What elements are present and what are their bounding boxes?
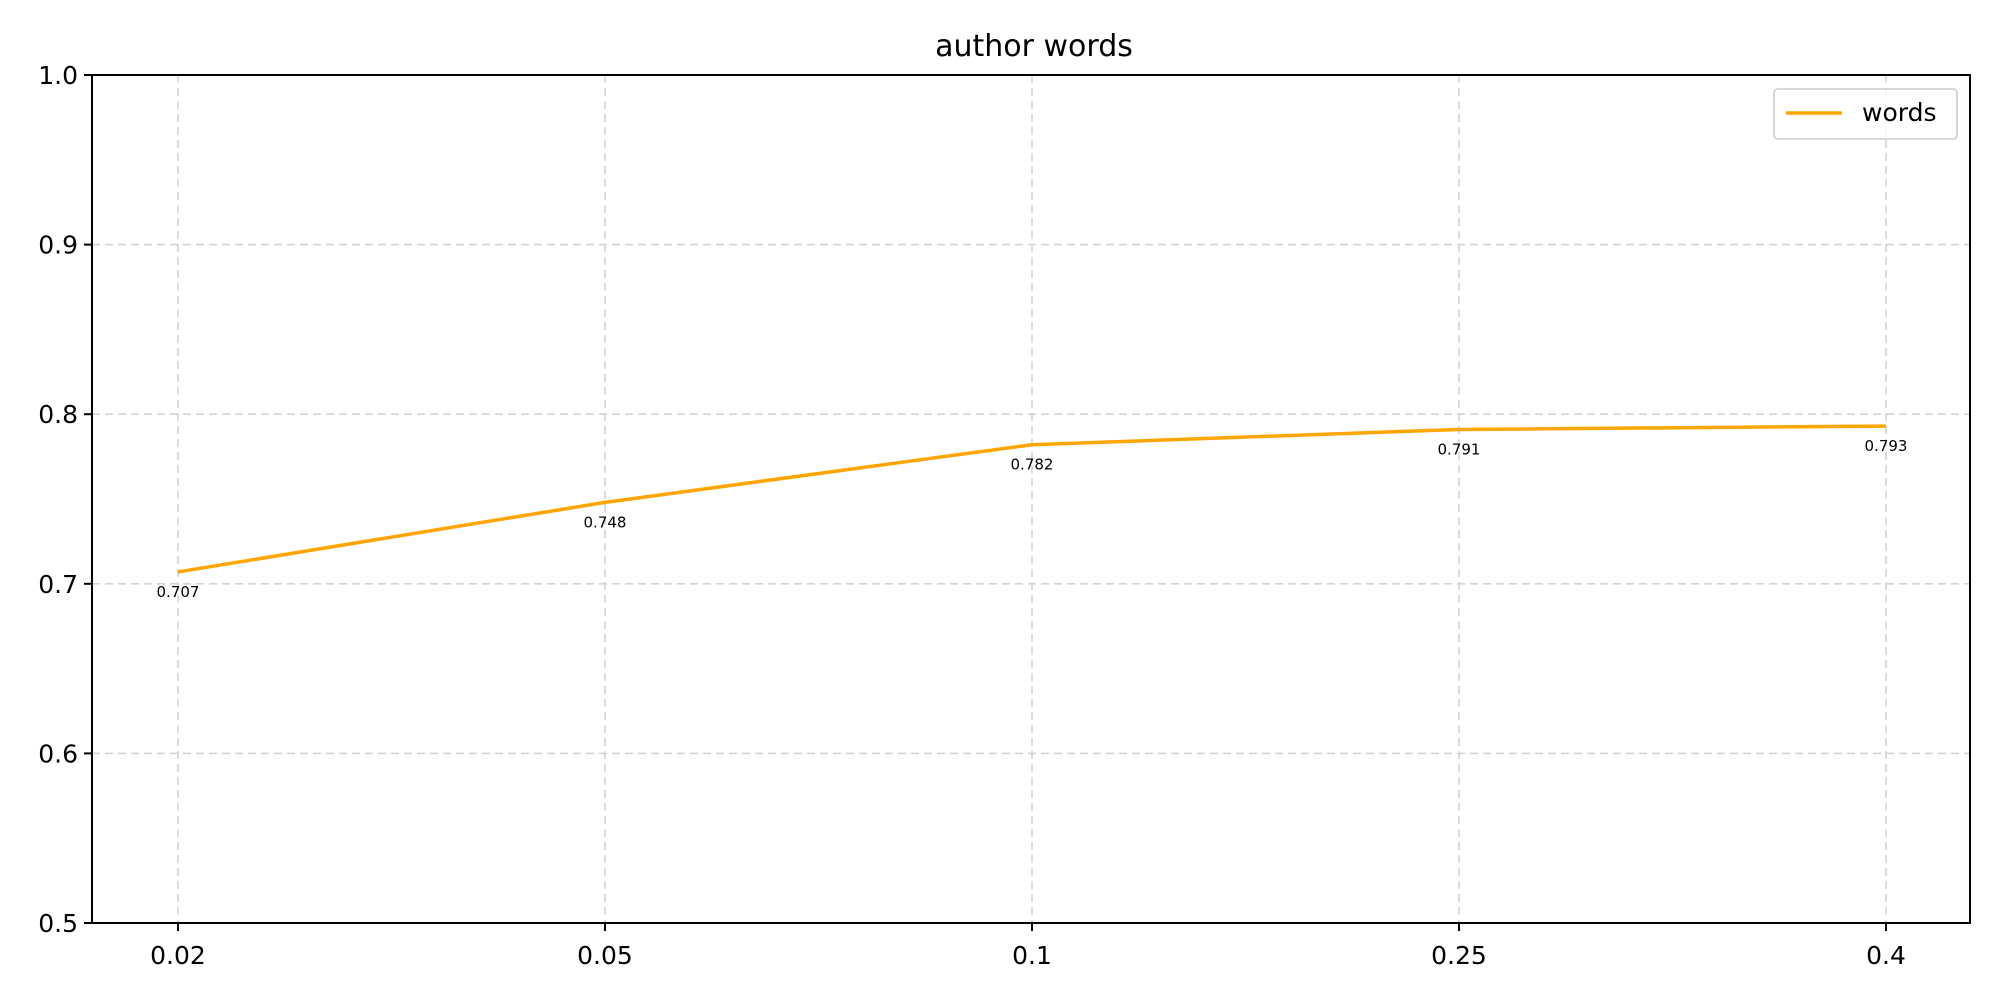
x-tick-label: 0.05	[577, 941, 633, 970]
data-label: 0.791	[1438, 440, 1481, 458]
data-label: 0.782	[1011, 456, 1054, 474]
y-tick-label: 0.9	[38, 231, 78, 260]
data-label: 0.793	[1865, 437, 1908, 455]
grid-lines	[92, 74, 1970, 924]
legend: words	[1773, 88, 1958, 140]
legend-box	[1773, 88, 1958, 140]
x-tick-label: 0.02	[150, 941, 206, 970]
data-label: 0.748	[584, 513, 627, 531]
y-tick-label: 0.5	[38, 909, 78, 938]
plot-frame	[91, 74, 1971, 924]
series-layer	[177, 424, 1887, 574]
x-tick-label: 0.4	[1866, 941, 1906, 970]
series-line-words	[177, 424, 1887, 574]
x-tick-label: 0.1	[1012, 941, 1052, 970]
legend-label: words	[1862, 98, 1936, 127]
data-labels: 0.707 0.748 0.782 0.791 0.793	[157, 437, 1908, 601]
axes: 0.5 0.6 0.7 0.8 0.9 1.0 0.02 0.05 0.1 0.25 0.4	[38, 61, 1971, 970]
data-label: 0.707	[157, 583, 200, 601]
y-tick-label: 0.7	[38, 570, 78, 599]
chart-title: author words	[935, 29, 1133, 64]
x-tick-label: 0.25	[1431, 941, 1487, 970]
y-tick-label: 0.8	[38, 400, 78, 429]
y-tick-label: 1.0	[38, 61, 78, 90]
y-tick-label: 0.6	[38, 739, 78, 768]
